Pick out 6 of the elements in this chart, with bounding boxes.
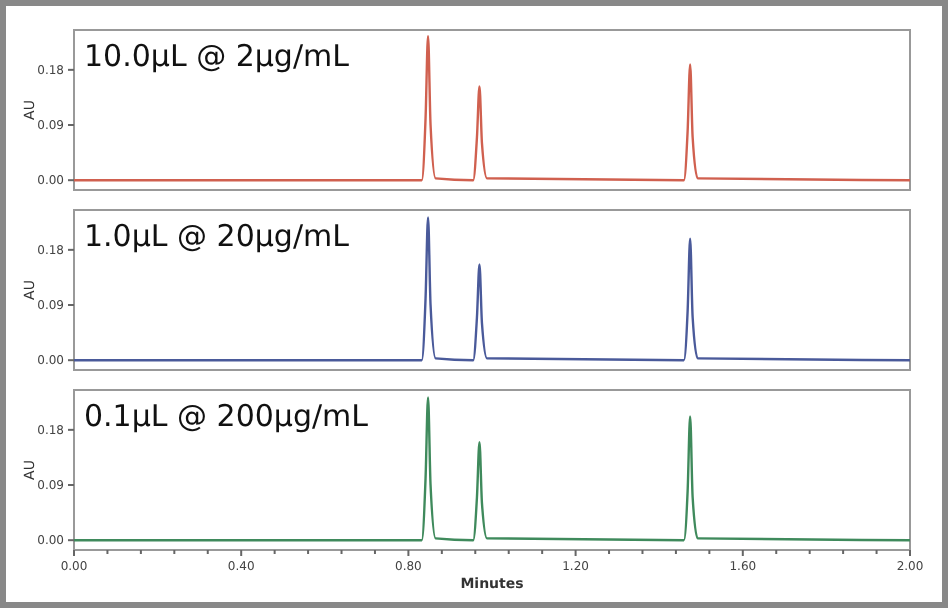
chart-title: 1.0µL @ 20µg/mL [84, 218, 351, 254]
chart-title: 10.0µL @ 2µg/mL [84, 38, 351, 74]
line-series [72, 34, 912, 182]
chart-title: 0.1µL @ 200µg/mL [84, 398, 370, 434]
line-series [72, 216, 912, 362]
line-series [72, 396, 912, 542]
